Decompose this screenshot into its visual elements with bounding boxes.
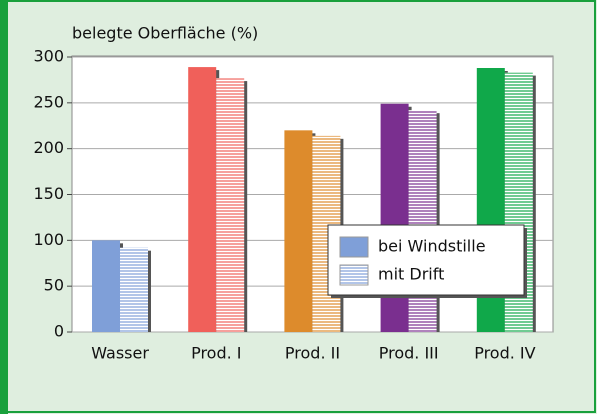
bar xyxy=(408,110,437,333)
y-axis-label: belegte Oberfläche (%) xyxy=(72,24,258,43)
bar xyxy=(216,78,245,332)
bar xyxy=(120,247,148,332)
bar xyxy=(92,240,120,332)
legend-swatch xyxy=(339,264,369,286)
x-tick-label: Prod. II xyxy=(285,344,340,363)
frame-left xyxy=(0,0,8,414)
x-tick-label: Wasser xyxy=(91,344,149,363)
y-tick-label: 250 xyxy=(33,92,64,111)
y-tick-label: 200 xyxy=(33,138,64,157)
y-tick-label: 150 xyxy=(33,184,64,203)
x-tick-label: Prod. I xyxy=(191,344,241,363)
legend-label: mit Drift xyxy=(378,265,444,284)
y-tick-label: 300 xyxy=(33,47,64,66)
legend-label: bei Windstille xyxy=(378,237,486,256)
bar xyxy=(284,130,313,332)
x-tick-label: Prod. IV xyxy=(474,344,535,363)
y-tick-label: 100 xyxy=(33,230,64,249)
legend-swatch xyxy=(339,236,369,258)
x-tick-label: Prod. III xyxy=(379,344,439,363)
y-tick-label: 0 xyxy=(54,322,64,341)
y-tick-label: 50 xyxy=(44,276,64,295)
bar xyxy=(188,67,217,332)
